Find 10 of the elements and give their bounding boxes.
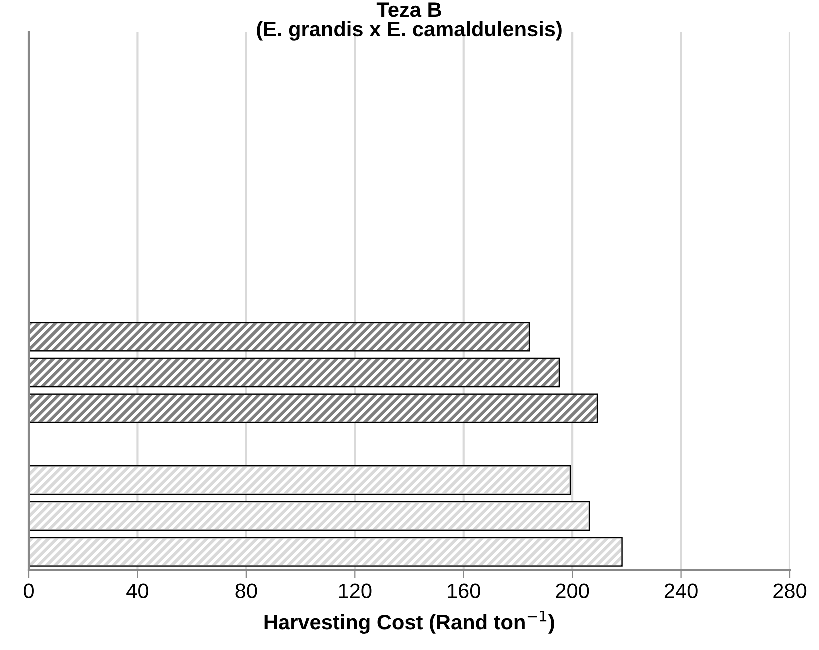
chart-title: Teza B (E. grandis x E. camaldulensis)	[257, 2, 562, 41]
x-tick-label: 0	[24, 584, 34, 598]
x-tick-label: 240	[664, 584, 698, 598]
x-tick-label: 200	[556, 584, 590, 598]
x-tick-label: 40	[126, 584, 148, 598]
x-tick-label: 120	[339, 584, 372, 598]
x-tick-label: 280	[774, 584, 807, 598]
x-tick-label: 160	[448, 584, 480, 598]
x-tick-label: 80	[236, 584, 258, 598]
x-axis-title: Harvesting Cost (Rand ton$^{−1}$)	[264, 610, 554, 634]
